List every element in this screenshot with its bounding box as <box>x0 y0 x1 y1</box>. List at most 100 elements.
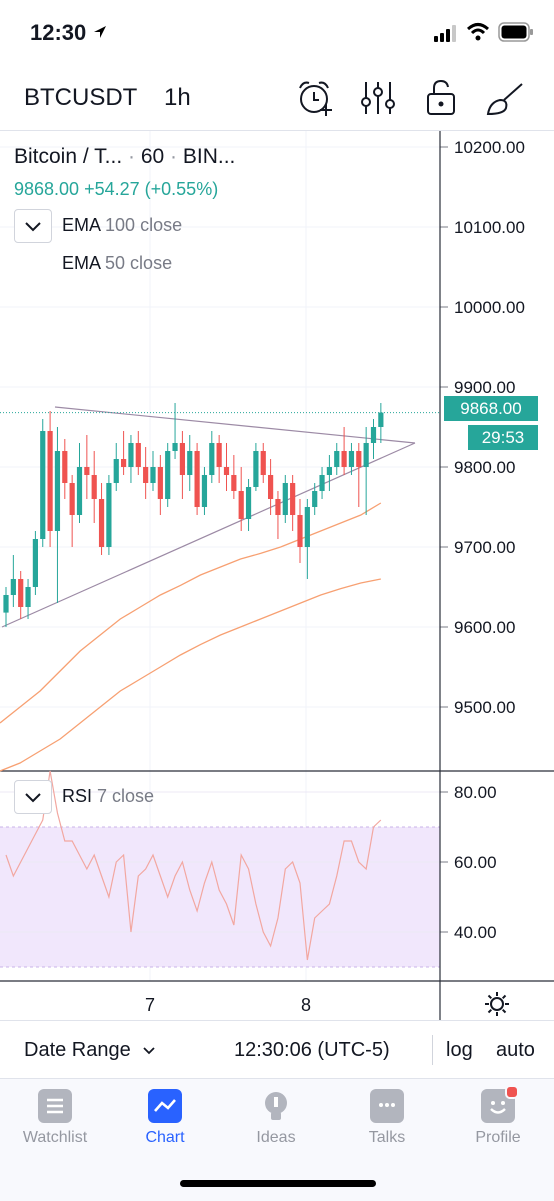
y-tick-label: 9800.00 <box>454 458 515 477</box>
candle-body <box>378 412 384 427</box>
ema50-line <box>0 502 382 724</box>
timezone-clock[interactable]: 12:30:06 (UTC-5) <box>234 1039 390 1061</box>
candle-body <box>32 539 38 587</box>
drawing-brush-icon[interactable] <box>484 78 528 118</box>
candle-body <box>91 475 97 499</box>
candle-body <box>209 443 215 475</box>
candle-body <box>25 587 31 607</box>
tab-watchlist[interactable]: Watchlist <box>0 1089 110 1147</box>
candle-body <box>172 443 178 451</box>
candle-body <box>143 467 149 483</box>
log-scale-toggle[interactable]: log <box>446 1039 473 1061</box>
candle-body <box>150 467 156 483</box>
candle-body <box>268 475 274 499</box>
candle-body <box>312 491 318 507</box>
date-range-button[interactable]: Date Range <box>24 1039 156 1062</box>
candle-body <box>10 579 16 595</box>
candle-body <box>334 451 340 467</box>
wifi-icon <box>466 23 490 41</box>
series-exchange: BIN... <box>182 145 236 168</box>
notification-dot <box>505 1085 519 1099</box>
candle-body <box>47 431 53 531</box>
status-time: 12:30 <box>30 20 87 45</box>
series-price-line: 9868.00 +54.27 (+0.55%) <box>14 179 218 200</box>
interval-selector[interactable]: 1h <box>164 84 191 111</box>
tab-talks[interactable]: Talks <box>332 1089 442 1147</box>
tab-ideas[interactable]: Ideas <box>221 1089 331 1147</box>
ema100-line <box>0 578 381 772</box>
tab-profile[interactable]: Profile <box>443 1085 553 1147</box>
y-tick-label: 9600.00 <box>454 618 515 637</box>
tab-label: Ideas <box>256 1129 296 1146</box>
series-legend: Bitcoin / T... · 60 · BIN... <box>14 145 235 169</box>
chart-bottom-toolbar: Date Range 12:30:06 (UTC-5) log auto <box>0 1020 554 1079</box>
tab-label: Profile <box>475 1129 521 1146</box>
candle-body <box>3 595 9 613</box>
candle-body <box>297 515 303 547</box>
lightbulb-icon <box>259 1089 293 1123</box>
candle-body <box>135 443 141 467</box>
toolbar-divider <box>432 1035 433 1065</box>
rsi-line <box>5 770 382 961</box>
y-tick-label: 10000.00 <box>454 298 525 317</box>
tab-chart[interactable]: Chart <box>110 1089 220 1147</box>
candle-body <box>84 467 90 475</box>
candle-body <box>69 483 75 515</box>
candle-body <box>319 475 325 491</box>
indicators-settings-icon[interactable] <box>356 78 400 118</box>
candle-body <box>106 483 112 547</box>
rsi-band <box>0 827 440 967</box>
candle-body <box>98 499 105 547</box>
candle-body <box>165 451 171 499</box>
candle-body <box>253 451 259 487</box>
candle-body <box>326 467 332 475</box>
indicator-ema100[interactable]: EMA 100 close <box>62 215 182 236</box>
candle-body <box>40 431 46 539</box>
tab-label: Talks <box>368 1129 406 1146</box>
candle-body <box>128 443 134 467</box>
tab-label: Chart <box>145 1129 185 1146</box>
symbol-selector[interactable]: BTCUSDT <box>24 84 138 111</box>
candle-body <box>18 579 24 607</box>
chart-canvas[interactable]: 7 8 10200.00 10100.00 10000.00 9900.00 9800.00… <box>0 131 554 1020</box>
date-range-label: Date Range <box>24 1039 131 1061</box>
battery-icon <box>498 22 533 42</box>
signal-icon <box>434 25 456 42</box>
indicator-collapse-button[interactable] <box>14 209 52 243</box>
lock-icon[interactable] <box>420 78 464 118</box>
chevron-down-icon <box>143 1047 155 1055</box>
series-interval: 60 <box>140 145 165 168</box>
indicator-params: 7 close <box>97 786 155 806</box>
y-tick-label: 9700.00 <box>454 538 515 557</box>
y-tick-label: 9900.00 <box>454 378 515 397</box>
alarm-add-icon[interactable] <box>294 78 338 118</box>
list-icon <box>38 1089 72 1123</box>
legend-separator: · <box>128 145 141 168</box>
auto-scale-toggle[interactable]: auto <box>496 1039 535 1061</box>
candle-body <box>356 451 362 467</box>
candle-body <box>157 467 163 499</box>
rsi-collapse-button[interactable] <box>14 780 52 814</box>
candle-body <box>223 467 230 475</box>
y-tick-label: 10200.00 <box>454 138 525 157</box>
indicator-ema50[interactable]: EMA 50 close <box>62 253 172 274</box>
series-price: 9868.00 <box>14 179 80 199</box>
bar-countdown-tag: 29:53 <box>468 425 538 450</box>
candle-body <box>260 451 266 475</box>
candle-body <box>348 451 355 467</box>
candle-body <box>179 443 185 475</box>
last-price-tag: 9868.00 <box>444 396 538 421</box>
y-tick-label: 9500.00 <box>454 698 515 717</box>
indicator-name: RSI <box>62 786 93 806</box>
x-tick-label: 8 <box>301 995 311 1015</box>
candle-body <box>370 427 377 443</box>
status-bar: 12:30 <box>0 0 554 66</box>
indicator-rsi[interactable]: RSI 7 close <box>62 786 154 807</box>
candle-body <box>121 459 127 467</box>
rsi-tick-label: 60.00 <box>454 853 497 872</box>
smiley-icon <box>481 1085 519 1123</box>
candle-body <box>113 459 119 483</box>
chart-area[interactable]: 7 8 10200.00 10100.00 10000.00 9900.00 9800.00… <box>0 131 554 1020</box>
x-tick-label: 7 <box>145 995 155 1015</box>
settings-sun-icon[interactable] <box>484 991 510 1017</box>
